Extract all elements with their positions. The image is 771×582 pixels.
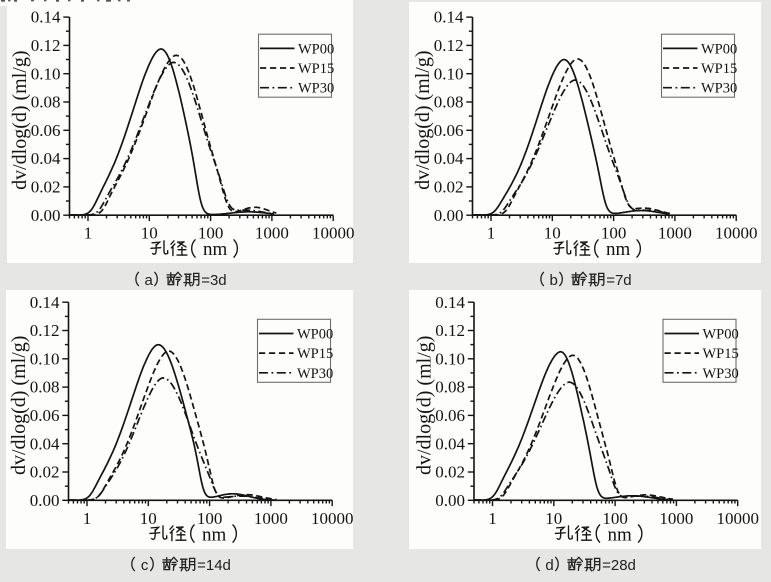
- svg-text:0.08: 0.08: [30, 378, 60, 397]
- svg-text:0.00: 0.00: [434, 206, 464, 225]
- svg-text:1000: 1000: [255, 224, 289, 243]
- svg-text:1: 1: [84, 224, 93, 243]
- svg-text:WP30: WP30: [297, 366, 333, 382]
- svg-text:0.14: 0.14: [434, 8, 464, 27]
- svg-text:0.06: 0.06: [434, 121, 464, 140]
- svg-text:0.02: 0.02: [434, 178, 464, 197]
- svg-text:0.08: 0.08: [435, 378, 465, 397]
- svg-text:WP15: WP15: [703, 346, 739, 362]
- svg-text:0.10: 0.10: [31, 64, 61, 83]
- svg-text:nm: nm: [203, 239, 228, 260]
- svg-text:1: 1: [83, 509, 92, 528]
- svg-text:=28d: =28d: [602, 557, 636, 574]
- svg-text:WP15: WP15: [297, 346, 333, 362]
- svg-text:0.14: 0.14: [30, 293, 60, 312]
- svg-text:WP00: WP00: [701, 41, 737, 57]
- svg-text:WP30: WP30: [703, 366, 739, 382]
- svg-text:10: 10: [141, 224, 158, 243]
- svg-text:WP30: WP30: [298, 81, 334, 97]
- svg-text:0.00: 0.00: [435, 491, 465, 510]
- svg-text:0.02: 0.02: [435, 463, 465, 482]
- svg-text:dv/dlog(d) (ml/g): dv/dlog(d) (ml/g): [414, 336, 436, 475]
- svg-text:100: 100: [602, 509, 628, 528]
- svg-text:1: 1: [487, 224, 496, 243]
- svg-text:WP00: WP00: [298, 41, 334, 57]
- svg-text:WP15: WP15: [298, 61, 334, 77]
- svg-text:dv/dlog(d) (ml/g): dv/dlog(d) (ml/g): [9, 50, 31, 189]
- svg-text:dv/dlog(d) (ml/g): dv/dlog(d) (ml/g): [8, 336, 30, 475]
- svg-text:0.12: 0.12: [30, 321, 60, 340]
- svg-text:0.12: 0.12: [434, 36, 464, 55]
- svg-text:1: 1: [488, 509, 497, 528]
- svg-text:1000: 1000: [659, 509, 693, 528]
- svg-text:0.02: 0.02: [30, 463, 60, 482]
- svg-text:a: a: [145, 272, 154, 289]
- svg-text:0.10: 0.10: [434, 64, 464, 83]
- svg-text:nm: nm: [608, 524, 633, 545]
- svg-text:0.08: 0.08: [31, 93, 61, 112]
- svg-text:0.14: 0.14: [31, 8, 61, 27]
- svg-text:WP00: WP00: [297, 327, 333, 343]
- svg-text:b: b: [550, 272, 558, 289]
- svg-text:0.04: 0.04: [435, 434, 465, 453]
- svg-text:0.00: 0.00: [30, 491, 60, 510]
- svg-text:nm: nm: [606, 239, 631, 260]
- svg-text:10: 10: [140, 509, 157, 528]
- svg-text:WP00: WP00: [703, 327, 739, 343]
- svg-text:0.02: 0.02: [31, 178, 61, 197]
- svg-text:WP15: WP15: [701, 61, 737, 77]
- svg-text:=7d: =7d: [606, 272, 631, 289]
- svg-text:dv/dlog(d) (ml/g): dv/dlog(d) (ml/g): [412, 50, 434, 189]
- svg-text:0.04: 0.04: [434, 149, 464, 168]
- svg-text:c: c: [141, 557, 149, 574]
- svg-text:nm: nm: [202, 524, 227, 545]
- svg-text:0.06: 0.06: [435, 406, 465, 425]
- svg-text:10: 10: [545, 509, 562, 528]
- svg-text:1000: 1000: [658, 224, 692, 243]
- svg-text:0.04: 0.04: [31, 149, 61, 168]
- svg-text:0.06: 0.06: [31, 121, 61, 140]
- svg-text:10: 10: [544, 224, 561, 243]
- svg-text:10000: 10000: [312, 224, 355, 243]
- svg-text:=14d: =14d: [197, 557, 231, 574]
- svg-text:10000: 10000: [716, 509, 759, 528]
- svg-text:0.06: 0.06: [30, 406, 60, 425]
- svg-text:0.04: 0.04: [30, 434, 60, 453]
- svg-text:0.14: 0.14: [435, 293, 465, 312]
- svg-text:0.12: 0.12: [31, 36, 61, 55]
- svg-text:1000: 1000: [254, 509, 288, 528]
- svg-text:0.00: 0.00: [31, 206, 61, 225]
- svg-text:10000: 10000: [715, 224, 758, 243]
- svg-text:10000: 10000: [311, 509, 354, 528]
- svg-text:100: 100: [198, 224, 224, 243]
- svg-text:0.12: 0.12: [435, 321, 465, 340]
- svg-text:0.10: 0.10: [30, 349, 60, 368]
- svg-text:WP30: WP30: [701, 81, 737, 97]
- svg-text:100: 100: [197, 509, 223, 528]
- svg-text:100: 100: [601, 224, 627, 243]
- svg-text:0.08: 0.08: [434, 93, 464, 112]
- svg-text:0.10: 0.10: [435, 349, 465, 368]
- svg-text:=3d: =3d: [201, 272, 226, 289]
- svg-text:d: d: [545, 557, 553, 574]
